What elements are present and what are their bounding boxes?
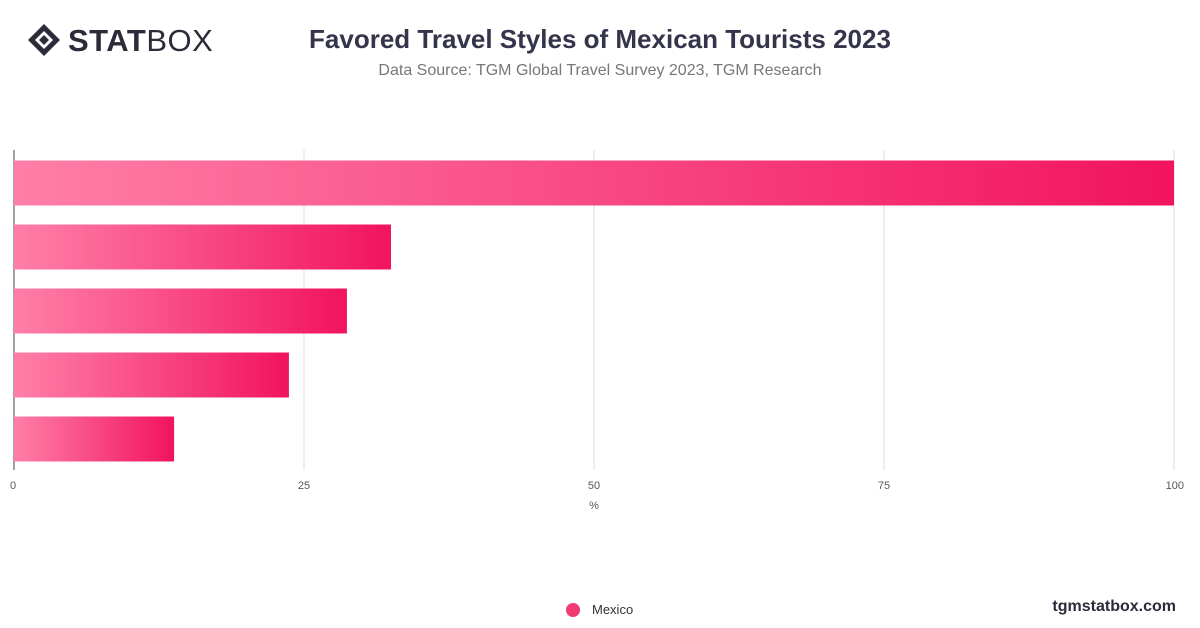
logo-wordmark-light: BOX [146,22,214,58]
x-tick-label: 100 [1166,480,1184,492]
x-tick-label: 25 [298,480,310,492]
statbox-logo-icon [28,24,60,56]
bar-5[interactable] [14,416,175,462]
bar-4[interactable] [14,352,289,398]
logo-wordmark: STATBOX [68,25,213,56]
logo-wordmark-bold: STAT [68,22,147,58]
statbox-logo: STATBOX [26,22,213,58]
chart-title: Favored Travel Styles of Mexican Tourist… [309,24,891,54]
x-tick-label: 75 [878,480,890,492]
legend-marker [566,602,580,617]
x-tick-label: 50 [588,480,600,492]
footer-brand: tgmstatbox.com [1052,598,1176,615]
chart-subtitle: Data Source: TGM Global Travel Survey 20… [378,62,822,79]
bar-3[interactable] [14,288,347,334]
legend-label-mexico: Mexico [592,602,634,617]
x-tick-label: 0 [10,480,16,492]
bar-1[interactable] [14,160,1174,206]
bar-2[interactable] [14,224,391,270]
x-axis-label: % [589,500,599,512]
legend[interactable]: Mexico [566,602,633,617]
